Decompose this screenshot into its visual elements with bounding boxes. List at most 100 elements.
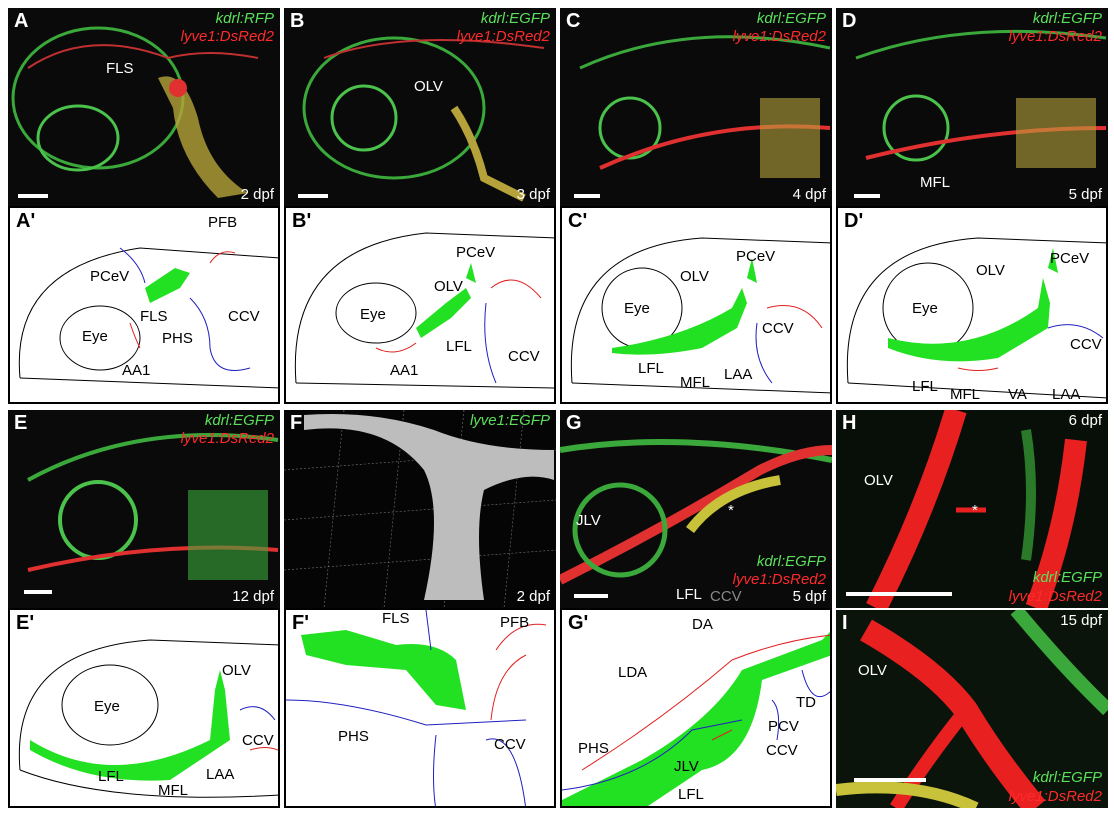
annotation-asterisk: *	[728, 502, 734, 519]
stage-label: 6 dpf	[1068, 412, 1102, 429]
panel-E: E kdrl:EGFP lyve1:DsRed2 12 dpf	[8, 410, 280, 608]
panel-D: D kdrl:EGFP lyve1:DsRed2 MFL 5 dpf	[836, 8, 1108, 206]
annotation-asterisk: *	[972, 502, 978, 519]
annotation-lfl: LFL	[98, 768, 124, 785]
panel-label: F	[290, 412, 303, 434]
panel-D-prime-drawing	[846, 237, 1106, 399]
genotype-red: lyve1:DsRed2	[1008, 28, 1102, 45]
genotype-red: lyve1:DsRed2	[1008, 788, 1102, 805]
annotation-olv: OLV	[976, 262, 1005, 279]
panel-label: A	[14, 10, 29, 32]
annotation-olv: OLV	[434, 278, 463, 295]
panel-label: D'	[844, 210, 864, 232]
annotation-va: VA	[1008, 386, 1027, 403]
panel-label: C'	[568, 210, 588, 232]
annotation-olv: OLV	[222, 662, 251, 679]
scale-bar	[574, 194, 600, 198]
genotype-green: kdrl:EGFP	[756, 10, 826, 27]
annotation-eye: Eye	[94, 698, 120, 715]
panel-F-image	[284, 410, 556, 608]
annotation-ccv: CCV	[242, 732, 274, 749]
annotation-lfl: LFL	[912, 378, 938, 395]
panel-A: A kdrl:RFP lyve1:DsRed2 FLS 2 dpf	[8, 8, 280, 206]
panel-C-prime-drawing	[570, 237, 830, 394]
annotation-mfl: MFL	[680, 374, 710, 391]
panel-label: A'	[16, 210, 36, 232]
genotype-green: lyve1:EGFP	[469, 412, 550, 429]
panel-label: B'	[292, 210, 312, 232]
annotation-pfb: PFB	[208, 214, 238, 231]
annotation-aa1: AA1	[122, 362, 151, 379]
annotation-lfl: LFL	[678, 786, 704, 803]
stage-label: 2 dpf	[516, 588, 550, 605]
panel-label: B	[290, 10, 305, 32]
genotype-red: lyve1:DsRed2	[180, 28, 274, 45]
stage-label: 4 dpf	[792, 186, 826, 203]
scale-bar	[18, 194, 48, 198]
annotation-eye: Eye	[82, 328, 108, 345]
genotype-green: kdrl:EGFP	[1032, 569, 1102, 586]
annotation-pcev: PCeV	[90, 268, 130, 285]
annotation-pcev: PCeV	[1050, 250, 1090, 267]
annotation-mfl: MFL	[950, 386, 980, 403]
annotation-laa: LAA	[724, 366, 753, 383]
annotation-eye: Eye	[624, 300, 650, 317]
panel-label: G'	[568, 612, 589, 634]
panel-label: G	[566, 412, 582, 434]
panel-B-prime-drawing	[294, 232, 554, 389]
panel-E-prime-drawing	[18, 639, 278, 798]
annotation-fls: FLS	[382, 610, 410, 627]
genotype-red: lyve1:DsRed2	[732, 571, 826, 588]
genotype-green: kdrl:EGFP	[480, 10, 550, 27]
panel-B-image	[302, 36, 545, 202]
genotype-green: kdrl:EGFP	[204, 412, 274, 429]
genotype-green: kdrl:EGFP	[1032, 10, 1102, 27]
panel-A-prime: A' PFB PCeV FLS PHS Eye CCV AA1	[8, 206, 280, 404]
panel-G-image	[560, 439, 832, 585]
genotype-green: kdrl:EGFP	[756, 553, 826, 570]
annotation-jlv: JLV	[576, 512, 601, 529]
panel-F-prime: F' FLS PFB PHS CCV	[284, 608, 556, 808]
panel-G-prime: G' DA LDA TD PHS PCV CCV JLV LFL	[560, 608, 832, 808]
scale-bar	[846, 592, 952, 596]
annotation-da: DA	[692, 616, 713, 633]
genotype-red: lyve1:DsRed2	[1008, 588, 1102, 605]
panel-label: H	[842, 412, 857, 434]
stage-label: 12 dpf	[232, 588, 274, 605]
annotation-eye: Eye	[360, 306, 386, 323]
panel-F: F lyve1:EGFP 2 dpf	[284, 410, 556, 608]
scale-bar	[574, 594, 608, 598]
panel-B-prime: B' PCeV OLV Eye LFL AA1 CCV	[284, 206, 556, 404]
annotation-ccv: CCV	[508, 348, 540, 365]
panel-C-image	[579, 35, 831, 178]
genotype-red: lyve1:DsRed2	[180, 430, 274, 447]
annotation-olv: OLV	[864, 472, 893, 489]
annotation-jlv: JLV	[674, 758, 699, 775]
panel-H: H 6 dpf OLV * kdrl:EGFP lyve1:DsRed2	[836, 410, 1108, 608]
panel-E-prime: E' OLV Eye CCV LAA LFL MFL	[8, 608, 280, 808]
annotation-mfl: MFL	[920, 174, 950, 191]
panel-C: C kdrl:EGFP lyve1:DsRed2 4 dpf	[560, 8, 832, 206]
annotation-lda: LDA	[618, 664, 648, 681]
stage-label: 15 dpf	[1060, 612, 1102, 629]
annotation-ccv: CCV	[494, 736, 526, 753]
panel-A-prime-drawing	[18, 247, 278, 389]
panel-G-prime-drawing	[562, 632, 830, 806]
panel-D-image	[855, 29, 1107, 168]
panel-label: D	[842, 10, 857, 32]
annotation-phs: PHS	[578, 740, 609, 757]
scale-bar	[854, 194, 880, 198]
genotype-green: kdrl:RFP	[215, 10, 274, 27]
panel-H-image	[866, 410, 1087, 608]
annotation-pcev: PCeV	[456, 244, 496, 261]
stage-label: 5 dpf	[792, 588, 826, 605]
stage-label: 2 dpf	[240, 186, 274, 203]
panel-D-prime: D' OLV PCeV Eye CCV LFL MFL VA LAA	[836, 206, 1108, 404]
panel-I-image	[836, 610, 1108, 808]
genotype-green: kdrl:EGFP	[1032, 769, 1102, 786]
annotation-pfb: PFB	[500, 614, 530, 631]
annotation-phs: PHS	[162, 330, 193, 347]
annotation-fls: FLS	[140, 308, 168, 325]
stage-label: 3 dpf	[516, 186, 550, 203]
stage-label: 5 dpf	[1068, 186, 1102, 203]
